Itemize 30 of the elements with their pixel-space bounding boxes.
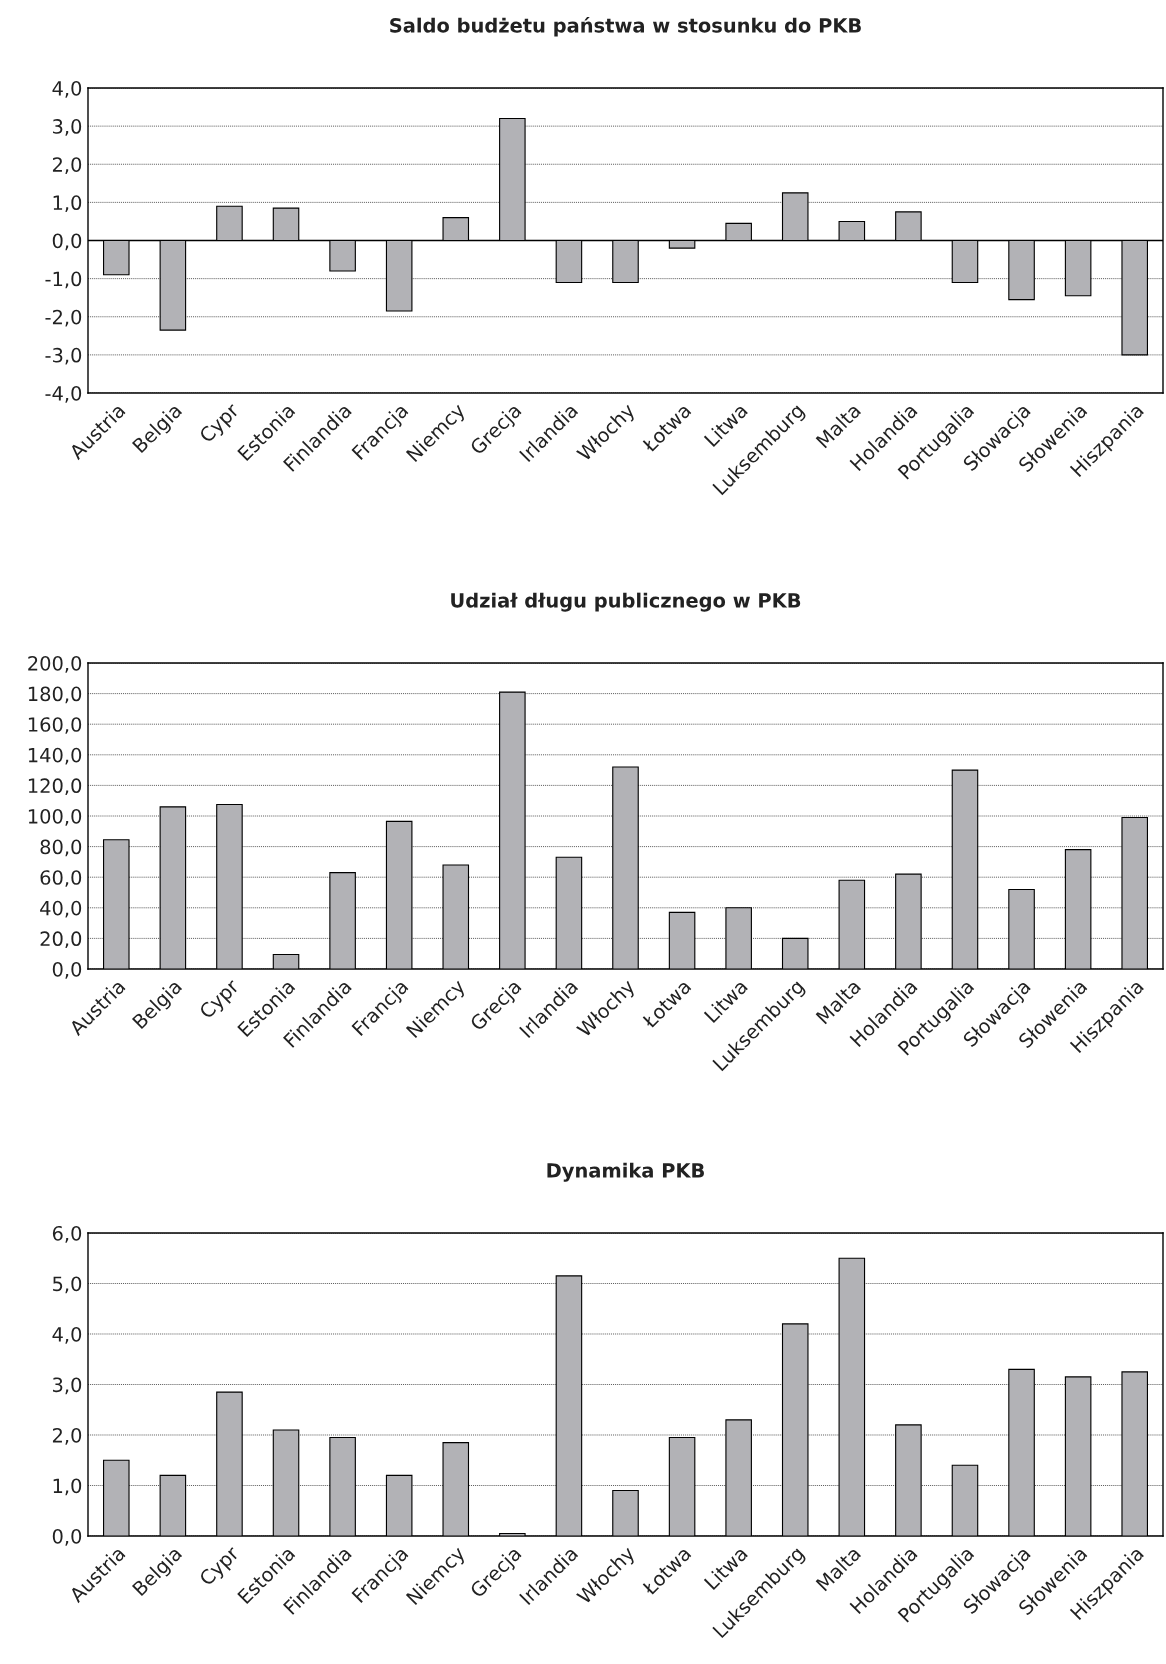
y-tick-label: 3,0: [53, 119, 82, 136]
chart-title: Saldo budżetu państwa w stosunku do PKB: [390, 16, 861, 37]
y-tick-label: 4,0: [52, 80, 82, 98]
y-tick-label: 100,0: [28, 808, 82, 826]
y-tick-label: 1,0: [53, 195, 82, 213]
y-tick-label: 200,0: [28, 655, 82, 673]
y-tick-label: 0,0: [52, 233, 82, 251]
y-tick-label: 140,0: [28, 747, 82, 765]
y-tick-label: -4,0: [45, 385, 82, 403]
y-tick-label: 5,0: [53, 1276, 82, 1294]
y-tick-label: -1,0: [45, 271, 82, 289]
y-tick-label: -3,0: [45, 347, 82, 365]
chart-title: Dynamika PKB: [547, 1162, 704, 1182]
y-tick-label: 3,0: [53, 1377, 82, 1395]
y-tick-label: 80,0: [40, 839, 82, 857]
y-tick-label: 1,0: [53, 1478, 82, 1496]
y-tick-label: 0,0: [52, 1528, 82, 1546]
y-tick-label: -2,0: [45, 309, 82, 327]
y-tick-label: 120,0: [28, 778, 82, 796]
y-tick-label: 60,0: [40, 870, 82, 887]
y-tick-label: 40,0: [40, 900, 82, 918]
y-tick-label: 180,0: [28, 686, 82, 704]
y-tick-label: 4,0: [52, 1326, 82, 1344]
y-tick-label: 20,0: [40, 931, 82, 949]
chart-title: Udział długu publicznego w PKB: [451, 592, 801, 612]
y-tick-label: 6,0: [52, 1225, 82, 1243]
y-tick-label: 0,0: [52, 961, 82, 979]
y-tick-label: 2,0: [52, 157, 82, 174]
y-tick-label: 160,0: [28, 717, 82, 734]
y-tick-label: 2,0: [52, 1427, 82, 1445]
